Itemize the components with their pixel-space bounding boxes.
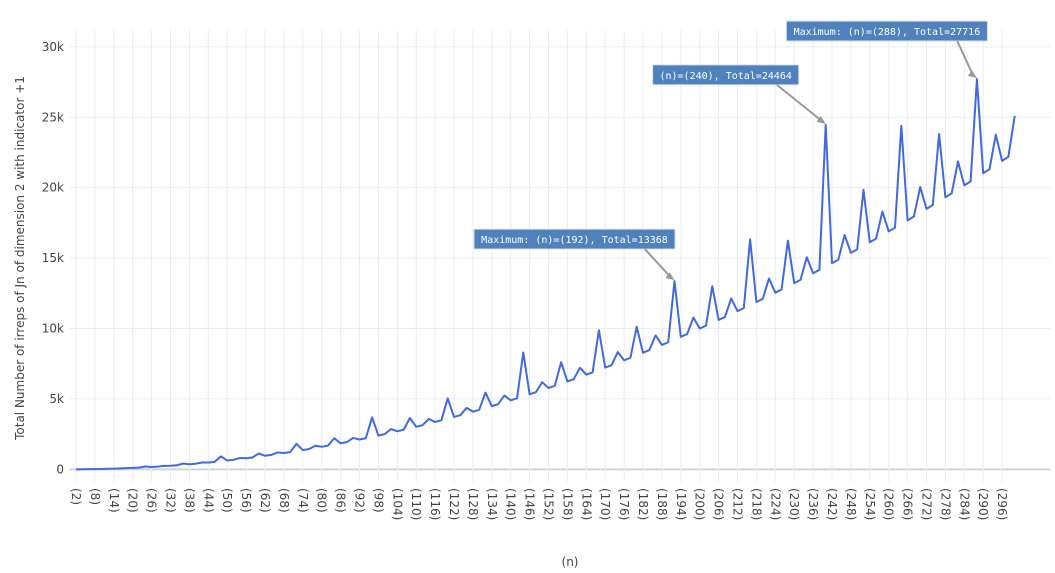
x-tick-label: (218): [749, 488, 763, 520]
x-tick-label: (170): [598, 488, 612, 520]
x-tick-label: (254): [863, 488, 877, 520]
x-tick-label: (140): [504, 488, 518, 520]
annotation-text: (n)=(240), Total=24464: [659, 71, 791, 82]
y-tick-label: 5k: [49, 392, 64, 406]
x-tick-label: (56): [239, 488, 253, 513]
x-tick-label: (74): [296, 488, 310, 513]
y-tick-label: 10k: [42, 322, 64, 336]
x-tick-label: (212): [731, 488, 745, 520]
x-tick-label: (152): [542, 488, 556, 520]
x-tick-label: (32): [164, 488, 178, 513]
x-tick-label: (158): [560, 488, 574, 520]
annotation-box: [652, 64, 800, 86]
annotation-arrow: [776, 84, 823, 122]
x-tick-label: (86): [334, 488, 348, 513]
annotation-arrow: [956, 40, 974, 76]
x-axis-title: (n): [562, 555, 579, 569]
x-tick-label: (206): [712, 488, 726, 520]
x-tick-label: (116): [428, 488, 442, 520]
x-tick-label: (110): [409, 488, 423, 520]
x-tick-label: (236): [806, 488, 820, 520]
x-tick-label: (50): [220, 488, 234, 513]
x-tick-label: (2): [69, 488, 83, 505]
y-axis-title: Total Number of irreps of Jn of dimensio…: [13, 76, 27, 441]
x-tick-label: (266): [901, 488, 915, 520]
x-tick-label: (296): [995, 488, 1009, 520]
x-tick-label: (248): [844, 488, 858, 520]
y-tick-label: 20k: [42, 181, 64, 195]
annotation: Maximum: (n)=(288), Total=27716: [785, 20, 988, 79]
data-line: [75, 78, 1016, 471]
arrow-head: [665, 272, 675, 281]
x-tick-label: (80): [315, 488, 329, 513]
x-tick-label: (224): [768, 488, 782, 520]
x-tick-label: (164): [579, 488, 593, 520]
x-tick-label: (188): [655, 488, 669, 520]
x-tick-label: (38): [182, 488, 196, 513]
annotation-box: [785, 20, 988, 42]
y-tick-label: 0: [56, 462, 64, 476]
x-tick-label: (134): [485, 488, 499, 520]
arrow-head: [816, 115, 826, 124]
y-tick-label: 25k: [42, 110, 64, 124]
arrow-head: [967, 70, 977, 79]
annotation-box: [473, 228, 676, 250]
x-tick-label: (44): [201, 488, 215, 513]
x-tick-label: (260): [882, 488, 896, 520]
x-tick-label: (122): [447, 488, 461, 520]
x-tick-label: (128): [466, 488, 480, 520]
x-tick-label: (284): [957, 488, 971, 520]
x-tick-label: (278): [938, 488, 952, 520]
x-tick-label: (272): [920, 488, 934, 520]
x-tick-label: (194): [674, 488, 688, 520]
annotation-arrow: [644, 248, 672, 278]
x-tick-label: (242): [825, 488, 839, 520]
x-tick-label: (68): [277, 488, 291, 513]
y-tick-label: 30k: [42, 40, 64, 54]
x-tick-label: (14): [107, 488, 121, 513]
x-tick-label: (104): [390, 488, 404, 520]
x-tick-label: (92): [353, 488, 367, 513]
x-tick-label: (176): [617, 488, 631, 520]
x-tick-label: (182): [636, 488, 650, 520]
annotation: (n)=(240), Total=24464: [652, 64, 826, 124]
annotation-text: Maximum: (n)=(288), Total=27716: [794, 27, 981, 38]
annotation-text: Maximum: (n)=(192), Total=13368: [481, 235, 668, 246]
x-tick-label: (26): [145, 488, 159, 513]
x-tick-label: (230): [787, 488, 801, 520]
x-tick-label: (146): [523, 488, 537, 520]
y-tick-label: 15k: [42, 251, 64, 265]
plot-area: [70, 30, 1055, 482]
annotation: Maximum: (n)=(192), Total=13368: [473, 228, 676, 281]
x-tick-label: (8): [88, 488, 102, 505]
x-tick-label: (98): [371, 488, 385, 513]
x-tick-label: (20): [126, 488, 140, 513]
x-tick-label: (62): [258, 488, 272, 513]
x-tick-label: (290): [976, 488, 990, 520]
x-tick-label: (200): [693, 488, 707, 520]
